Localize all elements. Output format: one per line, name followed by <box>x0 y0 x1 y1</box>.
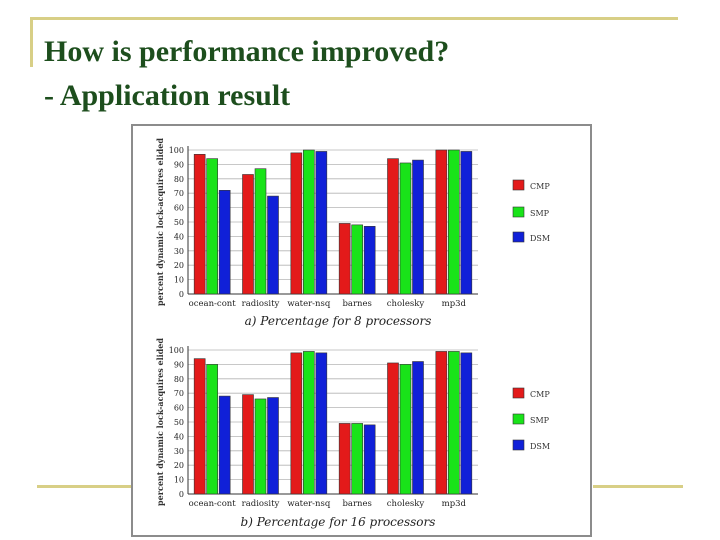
bar-dsm-cholesky <box>412 361 424 495</box>
bar-smp-water-nsq <box>303 149 315 295</box>
x-category-label: barnes <box>342 499 371 509</box>
y-tick-label: 70 <box>174 389 184 398</box>
y-tick-label: 10 <box>174 276 184 285</box>
y-tick-label: 40 <box>174 432 184 441</box>
bar-dsm-ocean-cont <box>218 395 231 495</box>
x-category-label: mp3d <box>442 299 467 309</box>
bar-cmp-water-nsq <box>290 152 303 295</box>
x-category-label: cholesky <box>387 499 425 509</box>
bar-smp-barnes <box>351 423 363 495</box>
legend-swatch-dsm <box>512 439 525 451</box>
y-tick-label: 10 <box>174 476 184 485</box>
bar-dsm-radiosity <box>267 397 279 495</box>
bar-cmp-mp3d <box>435 149 448 295</box>
x-category-label: barnes <box>342 299 371 309</box>
x-category-label: water-nsq <box>287 299 331 309</box>
y-tick-label: 90 <box>174 160 184 169</box>
bar-cmp-cholesky <box>387 362 399 495</box>
y-tick-label: 30 <box>174 447 184 456</box>
bar-cmp-water-nsq <box>290 352 303 495</box>
legend-swatch-cmp <box>512 179 525 191</box>
bar-cmp-barnes <box>338 223 351 295</box>
y-tick-label: 80 <box>174 175 184 184</box>
slide-title: How is performance improved? - Applicati… <box>44 30 449 118</box>
bar-smp-ocean-cont <box>206 364 218 495</box>
legend-label-smp: SMP <box>530 416 550 425</box>
bar-cmp-ocean-cont <box>193 358 206 495</box>
bar-smp-ocean-cont <box>206 158 218 295</box>
legend-label-dsm: DSM <box>530 234 550 243</box>
bar-dsm-barnes <box>363 226 376 295</box>
bottom-right-accent-rule <box>593 485 683 488</box>
legend-label-cmp: CMP <box>530 390 550 399</box>
y-tick-label: 20 <box>174 461 184 470</box>
x-category-label: ocean-cont <box>189 499 237 509</box>
legend-swatch-smp <box>512 413 525 425</box>
y-tick-label: 90 <box>174 360 184 369</box>
slide-title-line-2: - Application result <box>44 79 291 112</box>
x-category-label: cholesky <box>387 299 425 309</box>
y-tick-label: 60 <box>174 404 184 413</box>
bar-dsm-water-nsq <box>315 352 328 495</box>
bar-smp-barnes <box>351 224 363 295</box>
bar-dsm-ocean-cont <box>218 190 231 295</box>
bar-dsm-mp3d <box>460 352 473 495</box>
bar-dsm-water-nsq <box>315 151 328 295</box>
y-tick-label: 50 <box>174 218 184 227</box>
chart-caption: a) Percentage for 8 processors <box>245 314 432 328</box>
bar-smp-mp3d <box>448 351 460 495</box>
y-tick-label: 30 <box>174 247 184 256</box>
bar-cmp-cholesky <box>387 158 399 295</box>
bar-cmp-radiosity <box>242 174 254 295</box>
y-axis-label: percent dynamic lock-acquires elided <box>155 138 165 306</box>
bar-cmp-mp3d <box>435 351 448 495</box>
x-category-label: water-nsq <box>287 499 331 509</box>
bar-dsm-radiosity <box>267 195 279 295</box>
legend-label-cmp: CMP <box>530 182 550 191</box>
y-tick-label: 20 <box>174 261 184 270</box>
bar-smp-mp3d <box>448 149 460 295</box>
bar-smp-cholesky <box>399 364 412 495</box>
slide-title-line-1: How is performance improved? <box>44 35 450 68</box>
x-category-label: radiosity <box>242 499 280 509</box>
y-tick-label: 60 <box>174 204 184 213</box>
bar-cmp-ocean-cont <box>193 154 206 295</box>
legend-label-smp: SMP <box>530 209 550 218</box>
bar-cmp-radiosity <box>242 394 254 495</box>
y-tick-label: 70 <box>174 189 184 198</box>
y-tick-label: 100 <box>169 346 184 355</box>
bottom-left-accent-rule <box>37 485 132 488</box>
y-axis-label: percent dynamic lock-acquires elided <box>155 338 165 506</box>
y-tick-label: 80 <box>174 375 184 384</box>
bar-dsm-mp3d <box>460 151 473 295</box>
y-tick-label: 0 <box>179 290 184 299</box>
bar-dsm-barnes <box>363 424 376 495</box>
chart-figure: 0 10 20 30 40 50 60 70 80 90 100 percent dynamic lo… <box>131 124 592 537</box>
x-category-label: ocean-cont <box>189 299 237 309</box>
y-tick-label: 50 <box>174 418 184 427</box>
legend-swatch-smp <box>512 206 525 218</box>
bar-dsm-cholesky <box>412 159 424 295</box>
bar-smp-cholesky <box>399 162 412 295</box>
y-tick-label: 40 <box>174 232 184 241</box>
top-accent-rule <box>30 17 678 20</box>
legend-swatch-dsm <box>512 231 525 243</box>
bar-smp-radiosity <box>254 168 267 295</box>
bar-smp-radiosity <box>254 398 267 495</box>
x-category-label: mp3d <box>442 499 467 509</box>
left-accent-rule <box>30 17 33 67</box>
legend-swatch-cmp <box>512 387 525 399</box>
y-tick-label: 0 <box>179 490 184 499</box>
x-category-label: radiosity <box>242 299 280 309</box>
bar-cmp-barnes <box>338 423 351 495</box>
chart-caption: b) Percentage for 16 processors <box>241 515 436 529</box>
bar-smp-water-nsq <box>303 351 315 495</box>
legend-label-dsm: DSM <box>530 442 550 451</box>
y-tick-label: 100 <box>169 146 184 155</box>
